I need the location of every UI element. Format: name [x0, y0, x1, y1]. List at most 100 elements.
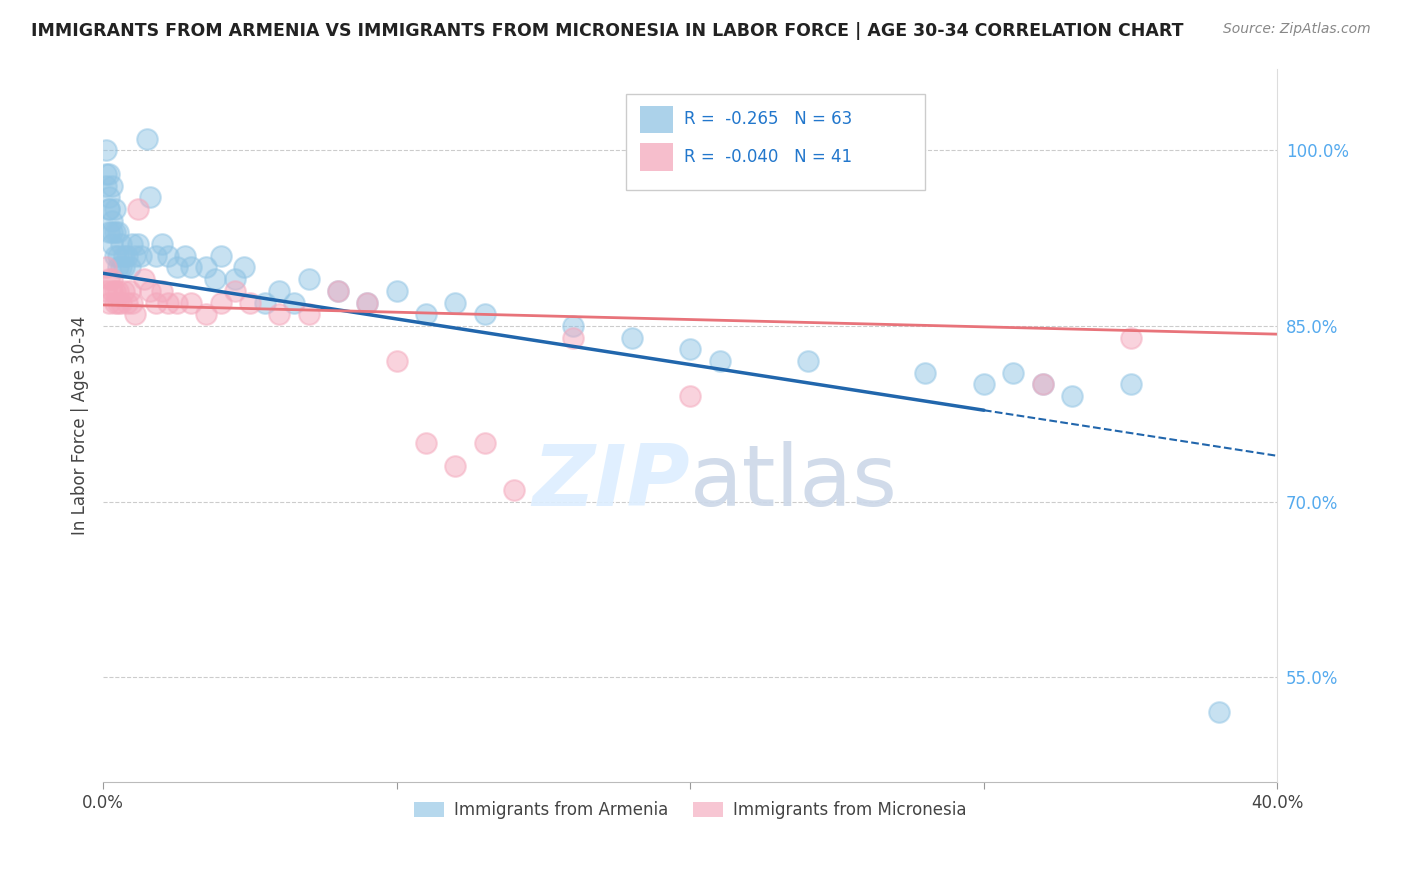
Point — [356, 295, 378, 310]
Point — [139, 284, 162, 298]
Point — [110, 237, 132, 252]
Point — [1032, 377, 1054, 392]
FancyBboxPatch shape — [626, 94, 925, 190]
Point — [561, 331, 583, 345]
Point — [98, 190, 121, 204]
Text: ZIP: ZIP — [533, 441, 690, 524]
Point — [94, 260, 117, 275]
Point — [110, 295, 132, 310]
Point — [101, 237, 124, 252]
Point — [124, 249, 146, 263]
Point — [1002, 366, 1025, 380]
Point — [209, 249, 232, 263]
Point — [166, 295, 188, 310]
Point — [156, 295, 179, 310]
FancyBboxPatch shape — [640, 105, 672, 133]
Point — [121, 237, 143, 252]
Point — [620, 331, 643, 345]
Text: R =  -0.265   N = 63: R = -0.265 N = 63 — [685, 111, 852, 128]
Point — [298, 272, 321, 286]
Point — [104, 202, 127, 216]
Point — [166, 260, 188, 275]
Point — [1119, 331, 1142, 345]
Point — [973, 377, 995, 392]
Point — [104, 225, 127, 239]
Point — [415, 436, 437, 450]
Point — [98, 202, 121, 216]
Point — [101, 178, 124, 193]
Point — [298, 307, 321, 321]
Point — [194, 307, 217, 321]
Point — [129, 249, 152, 263]
Point — [136, 132, 159, 146]
Point — [112, 284, 135, 298]
Point — [174, 249, 197, 263]
Point — [253, 295, 276, 310]
Point — [107, 284, 129, 298]
FancyBboxPatch shape — [640, 144, 672, 170]
Point — [94, 284, 117, 298]
Text: IMMIGRANTS FROM ARMENIA VS IMMIGRANTS FROM MICRONESIA IN LABOR FORCE | AGE 30-34: IMMIGRANTS FROM ARMENIA VS IMMIGRANTS FR… — [31, 22, 1184, 40]
Point — [444, 295, 467, 310]
Point — [156, 249, 179, 263]
Point — [110, 260, 132, 275]
Point — [112, 260, 135, 275]
Point — [209, 295, 232, 310]
Point — [224, 272, 246, 286]
Point — [150, 284, 173, 298]
Point — [98, 225, 121, 239]
Point — [180, 295, 202, 310]
Point — [118, 260, 141, 275]
Text: atlas: atlas — [690, 441, 898, 524]
Point — [326, 284, 349, 298]
Point — [679, 343, 702, 357]
Point — [204, 272, 226, 286]
Point — [98, 167, 121, 181]
Point — [1119, 377, 1142, 392]
Point — [283, 295, 305, 310]
Legend: Immigrants from Armenia, Immigrants from Micronesia: Immigrants from Armenia, Immigrants from… — [408, 794, 973, 825]
Point — [124, 307, 146, 321]
Point — [107, 295, 129, 310]
Point — [107, 225, 129, 239]
Point — [101, 213, 124, 227]
Point — [94, 144, 117, 158]
Point — [194, 260, 217, 275]
Point — [385, 284, 408, 298]
Point — [180, 260, 202, 275]
Point — [127, 237, 149, 252]
Point — [101, 284, 124, 298]
Point — [239, 295, 262, 310]
Point — [224, 284, 246, 298]
Point — [98, 202, 121, 216]
Point — [474, 436, 496, 450]
Point — [104, 284, 127, 298]
Point — [145, 249, 167, 263]
Point — [112, 249, 135, 263]
Point — [139, 190, 162, 204]
Point — [127, 202, 149, 216]
Point — [796, 354, 818, 368]
Point — [107, 249, 129, 263]
Point — [101, 225, 124, 239]
Point — [115, 295, 138, 310]
Point — [101, 272, 124, 286]
Point — [356, 295, 378, 310]
Point — [474, 307, 496, 321]
Point — [94, 167, 117, 181]
Y-axis label: In Labor Force | Age 30-34: In Labor Force | Age 30-34 — [72, 316, 89, 535]
Point — [107, 260, 129, 275]
Point — [269, 307, 291, 321]
Point — [98, 295, 121, 310]
Point — [134, 272, 156, 286]
Point — [1032, 377, 1054, 392]
Point — [1060, 389, 1083, 403]
Point — [326, 284, 349, 298]
Point — [150, 237, 173, 252]
Point — [145, 295, 167, 310]
Point — [269, 284, 291, 298]
Point — [104, 249, 127, 263]
Point — [121, 295, 143, 310]
Point — [1208, 705, 1230, 719]
Text: Source: ZipAtlas.com: Source: ZipAtlas.com — [1223, 22, 1371, 37]
